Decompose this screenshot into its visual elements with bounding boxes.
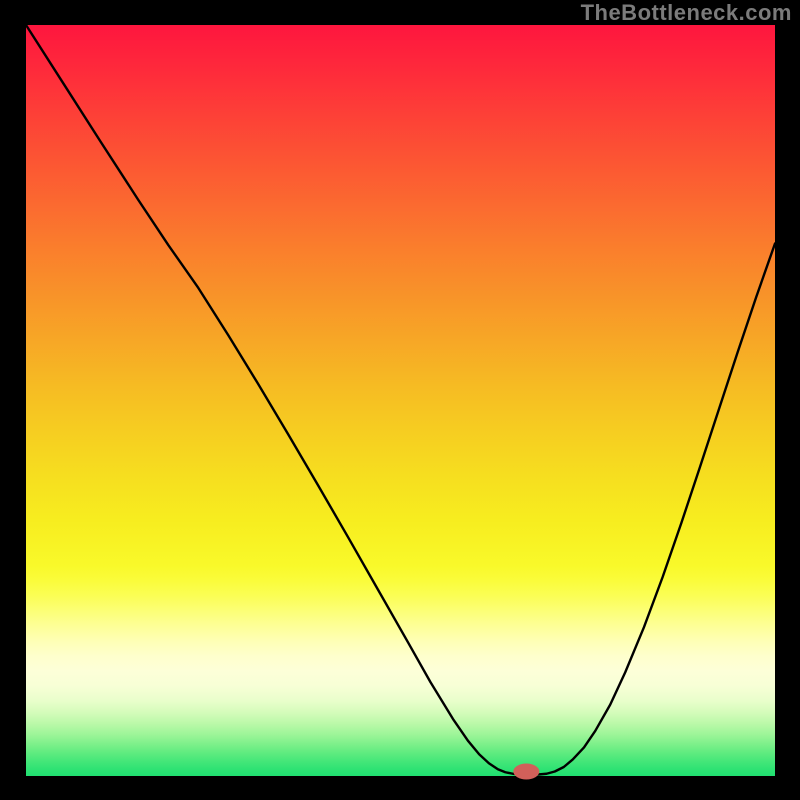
optimal-point-marker xyxy=(513,763,539,779)
bottleneck-chart xyxy=(0,0,800,800)
chart-plot-area xyxy=(26,25,775,776)
watermark-text: TheBottleneck.com xyxy=(581,0,792,26)
chart-container: TheBottleneck.com xyxy=(0,0,800,800)
